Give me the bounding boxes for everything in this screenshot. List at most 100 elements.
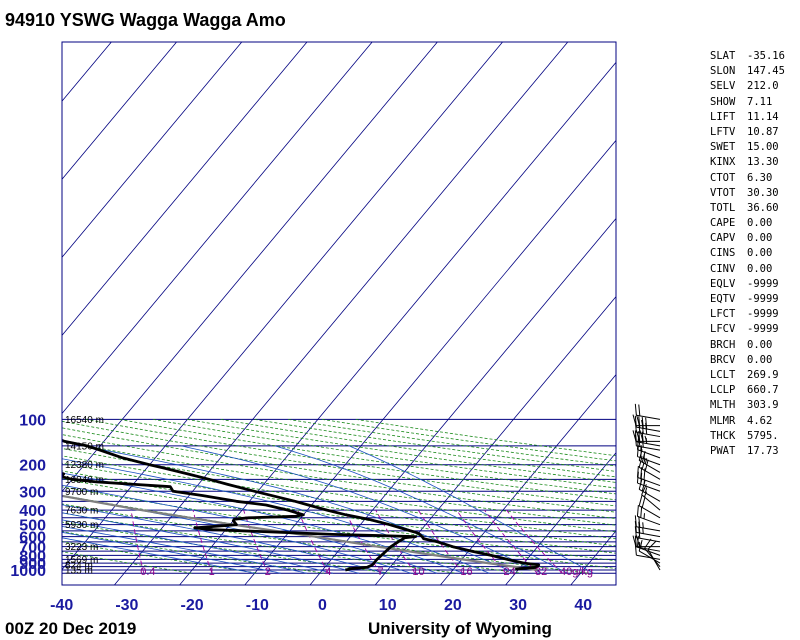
temperature-tick-30: 30 — [509, 597, 527, 614]
barb-half-flag — [643, 491, 648, 498]
moist-adiabat-22 — [62, 472, 464, 574]
index-value: 269.9 — [747, 368, 779, 381]
index-key: VTOT — [710, 186, 736, 199]
moist-adiabat-2 — [62, 519, 333, 574]
wind-barb-110 — [632, 414, 660, 427]
temperature-tick--10: -10 — [246, 597, 269, 614]
index-value: 0.00 — [747, 217, 773, 230]
barb-staff — [636, 531, 661, 538]
index-value: 6.30 — [747, 171, 773, 184]
moist-adiabat-6 — [62, 512, 360, 574]
temperature-tick-0: 0 — [318, 597, 327, 614]
chart-title: 94910 YSWG Wagga Wagga Amo — [5, 10, 286, 30]
barb-flag — [632, 430, 637, 442]
height-label-1000: 135 m — [65, 566, 93, 577]
index-value: 0.00 — [747, 353, 773, 366]
dry-adiabat-360 — [62, 455, 616, 540]
index-key: EQLV — [710, 277, 736, 290]
index-row-cinv: CINV 0.00 — [710, 262, 800, 277]
isotherm--10 — [244, 139, 616, 585]
barb-flag — [636, 505, 639, 517]
index-row-pwat: PWAT 17.73 — [710, 444, 800, 459]
barb-half-flag — [642, 527, 644, 534]
index-value: 0.00 — [747, 247, 773, 260]
barb-staff — [644, 547, 661, 567]
barb-flag — [636, 414, 640, 426]
index-value: 15.00 — [747, 141, 779, 154]
barb-staff — [636, 431, 661, 438]
mixing-ratio-2 — [243, 509, 269, 574]
barb-flag — [632, 535, 637, 547]
mixing-ratio-label-5: 10 — [412, 566, 424, 578]
temperature-tick--20: -20 — [181, 597, 204, 614]
barb-flag — [636, 465, 639, 478]
temperature-tick-10: 10 — [379, 597, 397, 614]
index-key: LFCT — [710, 308, 736, 321]
index-row-brcv: BRCV 0.00 — [710, 353, 800, 368]
index-key: MLTH — [710, 399, 736, 412]
wind-barbs — [632, 403, 661, 571]
barb-half-flag — [642, 522, 644, 528]
index-row-mlmr: MLMR 4.62 — [710, 414, 800, 429]
mixing-ratio-label-7: 24 — [503, 566, 515, 578]
index-value: 13.30 — [747, 156, 779, 169]
index-key: KINX — [710, 156, 736, 169]
index-key: BRCV — [710, 353, 736, 366]
temperature-tick--40: -40 — [50, 597, 73, 614]
index-value: 4.62 — [747, 414, 773, 427]
index-row-lftv: LFTV 10.87 — [710, 125, 800, 140]
height-label-700: 3223 m — [65, 542, 98, 553]
index-key: LCLP — [710, 384, 736, 397]
barb-flag — [641, 416, 644, 429]
index-value: 11.14 — [747, 110, 779, 123]
wind-barb-100 — [634, 403, 661, 420]
pressure-tick-200: 200 — [19, 458, 46, 475]
mixing-ratio-7 — [344, 509, 381, 574]
isotherm--40 — [62, 42, 503, 571]
index-row-thck: THCK 5795. — [710, 429, 800, 444]
pressure-tick-700: 700 — [19, 540, 46, 557]
index-row-brch: BRCH 0.00 — [710, 338, 800, 353]
moist-adiabat-14 — [62, 495, 412, 574]
index-key: SLAT — [710, 50, 736, 62]
dry-adiabat-350 — [62, 462, 616, 547]
mixing-ratio-40 — [506, 509, 563, 574]
index-row-mlth: MLTH 303.9 — [710, 398, 800, 413]
moist-adiabat--10 — [62, 537, 255, 574]
index-key: CTOT — [710, 171, 736, 184]
wind-barb-1000 — [647, 540, 661, 571]
index-row-slat: SLAT -35.16 — [710, 49, 800, 64]
index-key: LIFT — [710, 110, 736, 123]
index-row-selv: SELV 212.0 — [710, 79, 800, 94]
height-label-200: 12380 m — [65, 460, 104, 471]
wind-barb-200 — [636, 445, 661, 466]
index-key: CAPE — [710, 217, 736, 230]
barb-staff — [638, 466, 661, 480]
dry-adiabat-340 — [62, 470, 616, 554]
temperature-line — [62, 438, 541, 571]
dry-adiabat-290 — [62, 512, 457, 574]
index-value: 10.87 — [747, 125, 779, 138]
index-key: LFCV — [710, 323, 736, 336]
pressure-tick-1000: 1000 — [10, 563, 46, 580]
index-row-show: SHOW 7.11 — [710, 95, 800, 110]
index-key: SHOW — [710, 95, 736, 108]
moist-adiabat-42 — [349, 445, 594, 574]
mixing-ratio-label-8: 32 — [535, 566, 547, 578]
parcel-path-line — [62, 494, 538, 572]
barb-half-flag — [641, 420, 644, 426]
index-key: LCLT — [710, 368, 736, 381]
barb-staff — [636, 441, 661, 447]
barb-flag — [638, 494, 643, 506]
height-label-250: 10940 m — [65, 475, 104, 486]
barb-flag — [632, 414, 637, 426]
mixing-ratio-label-9: 40g/kg — [560, 566, 593, 578]
wind-barb-250 — [638, 456, 661, 480]
isotherm-10 — [374, 295, 616, 585]
dry-adiabat-450 — [186, 419, 616, 483]
barb-half-flag — [644, 435, 647, 442]
barb-flag — [640, 506, 643, 518]
barb-staff — [636, 537, 661, 543]
index-value: 660.7 — [747, 384, 779, 397]
moist-adiabat-38 — [274, 445, 568, 574]
